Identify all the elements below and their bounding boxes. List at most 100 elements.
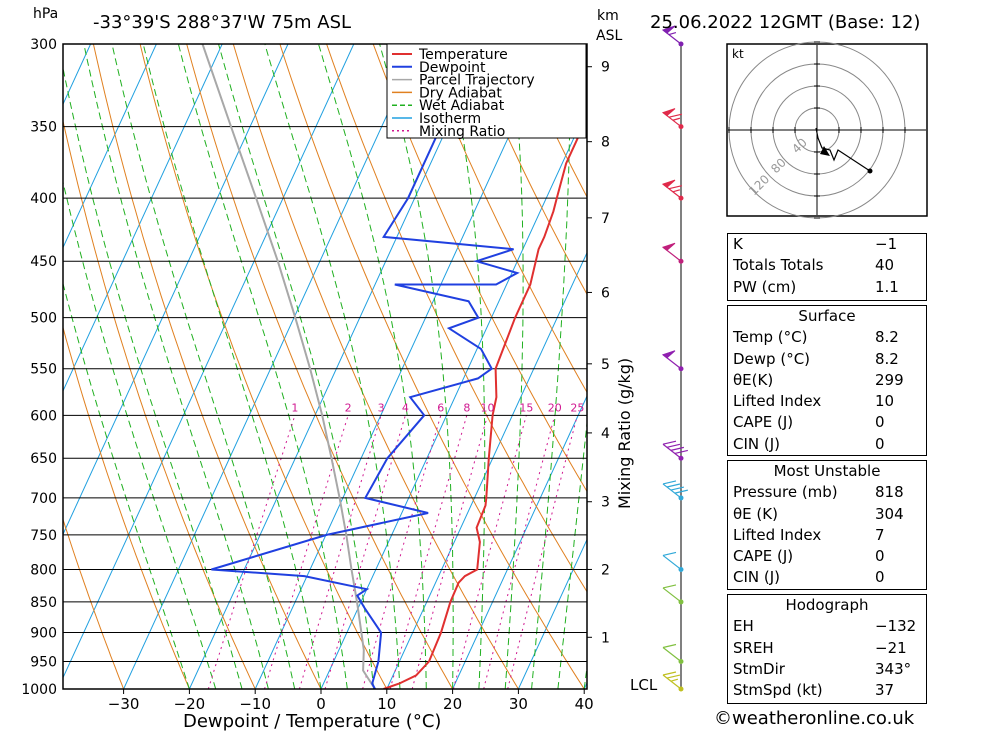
- table-value: 0: [875, 434, 885, 453]
- table-key: Lifted Index: [733, 392, 822, 411]
- dry-adiabat-line: [372, 44, 587, 493]
- wet-adiabat-line: [142, 44, 322, 689]
- pressure-tick-label: 1000: [21, 682, 57, 698]
- indices-table: K −1 Totals Totals 40 PW (cm) 1.1: [727, 233, 927, 301]
- table-key: Pressure (mb): [733, 483, 838, 502]
- x-tick-label: −10: [239, 695, 271, 713]
- wind-barb: [661, 179, 684, 201]
- wet-adiabat-line: [318, 44, 427, 689]
- isotherm-line: [123, 44, 421, 689]
- table-key: Dewp (°C): [733, 349, 811, 368]
- table-value: 0: [875, 413, 885, 432]
- km-tick-label: 1: [601, 630, 610, 646]
- legend-label: Dewpoint: [419, 60, 486, 76]
- km-tick-label: 4: [601, 426, 610, 442]
- isotherm-line: [0, 44, 25, 689]
- dry-adiabat-line: [466, 44, 587, 296]
- table-value: −1: [875, 235, 898, 253]
- parcel-trajectory-line: [201, 44, 376, 689]
- table-row: StmDir 343°: [728, 659, 926, 680]
- hodograph-end-dot: [867, 168, 873, 174]
- table-value: 8.2: [875, 328, 899, 347]
- datetime-title: 25.06.2022 12GMT (Base: 12): [650, 12, 920, 33]
- x-tick-label: 30: [509, 695, 528, 713]
- table-value: 10: [875, 392, 895, 411]
- table-key: EH: [733, 617, 754, 636]
- pressure-tick-label: 300: [30, 37, 57, 53]
- km-tick-label: 3: [601, 495, 610, 511]
- table-row: CIN (J) 0: [728, 434, 926, 455]
- table-row: Lifted Index 7: [728, 525, 926, 546]
- mixing-ratio-label: 1: [291, 401, 298, 414]
- x-tick-label: −30: [108, 695, 140, 713]
- wind-barb: [662, 551, 684, 572]
- isotherm-line: [452, 394, 587, 689]
- wind-barb: [662, 584, 684, 605]
- table-value: 299: [875, 370, 904, 389]
- wind-barb: [662, 480, 688, 501]
- pressure-unit-label: hPa: [33, 6, 58, 22]
- wet-adiabat-line: [379, 44, 454, 689]
- mixing-ratio-label: 2: [345, 401, 352, 414]
- table-row: K −1: [728, 234, 926, 255]
- pressure-tick-label: 450: [30, 254, 57, 270]
- table-row: StmSpd (kt) 37: [728, 680, 926, 701]
- wind-barb: [662, 440, 688, 461]
- location-title: -33°39'S 288°37'W 75m ASL: [93, 12, 351, 33]
- asl-unit-label: ASL: [596, 28, 622, 44]
- dry-adiabat-line: [419, 44, 587, 394]
- table-key: StmDir: [733, 659, 785, 678]
- legend-label: Dry Adiabat: [419, 85, 502, 101]
- table-key: Temp (°C): [733, 328, 808, 347]
- x-tick-label: 40: [575, 695, 594, 713]
- dry-adiabat-line: [63, 119, 256, 689]
- pressure-tick-label: 750: [30, 528, 57, 544]
- wind-barb: [661, 25, 684, 47]
- mixing-ratio-label: 15: [519, 401, 533, 414]
- km-tick-label: 9: [601, 60, 610, 76]
- mixing-ratio-label: 3: [378, 401, 385, 414]
- legend-label: Wet Adiabat: [419, 98, 505, 114]
- table-row: EH −132: [728, 616, 926, 637]
- table-row: CAPE (J) 0: [728, 412, 926, 433]
- table-value: 0: [875, 547, 885, 566]
- table-key: K: [733, 235, 743, 253]
- dry-adiabat-line: [279, 44, 585, 689]
- table-row: Lifted Index 10: [728, 391, 926, 412]
- pressure-tick-label: 650: [30, 451, 57, 467]
- mixing-ratio-line: [264, 415, 349, 689]
- table-key: CIN (J): [733, 568, 781, 587]
- km-tick-label: 2: [601, 562, 610, 578]
- mixing-ratio-label: 20: [548, 401, 562, 414]
- table-row: Dewp (°C) 8.2: [728, 349, 926, 370]
- x-tick-label: −20: [174, 695, 206, 713]
- wet-adiabat-line: [557, 418, 587, 689]
- hodograph-unit-label: kt: [732, 47, 744, 61]
- dry-adiabat-line: [979, 44, 1000, 689]
- table-row: Temp (°C) 8.2: [728, 327, 926, 348]
- table-row: θE (K) 304: [728, 504, 926, 525]
- table-key: CAPE (J): [733, 547, 794, 566]
- wind-barb: [661, 108, 684, 130]
- table-value: 8.2: [875, 349, 899, 368]
- dry-adiabat-line: [92, 44, 322, 689]
- dry-adiabat-line: [232, 44, 519, 689]
- table-row: Totals Totals 40: [728, 255, 926, 276]
- dry-adiabat-line: [63, 325, 190, 689]
- wet-adiabat-line: [63, 180, 217, 689]
- hodograph-title: Hodograph: [785, 596, 869, 614]
- table-row: PW (cm) 1.1: [728, 277, 926, 298]
- isotherm-line: [320, 108, 587, 689]
- mixing-ratio-label: 6: [437, 401, 444, 414]
- surface-table: Surface Temp (°C) 8.2 Dewp (°C) 8.2 θE(K) 299 L…: [727, 305, 927, 456]
- pressure-tick-label: 500: [30, 311, 57, 327]
- table-value: 0: [875, 568, 885, 587]
- wet-adiabat-line: [445, 44, 486, 689]
- pressure-tick-label: 900: [30, 626, 57, 642]
- isotherm-line: [517, 538, 587, 689]
- pressure-tick-label: 800: [30, 562, 57, 578]
- wind-barb: [662, 643, 684, 665]
- table-key: θE(K): [733, 370, 774, 389]
- lcl-label: LCL: [630, 676, 658, 694]
- mixing-ratio-label: 10: [481, 401, 495, 414]
